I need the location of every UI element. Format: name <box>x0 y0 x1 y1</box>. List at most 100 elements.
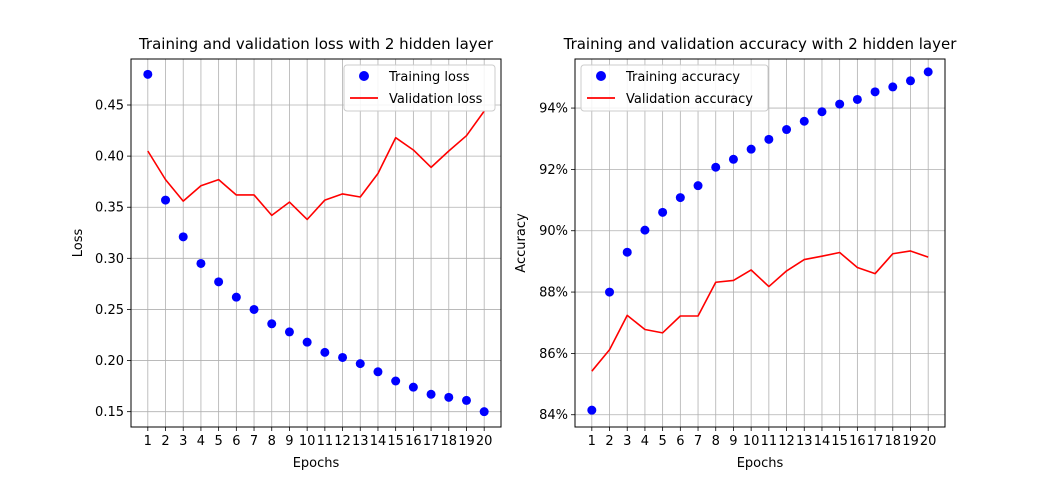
x-tick-label: 4 <box>197 434 205 449</box>
training-accuracy-point <box>817 107 827 117</box>
training-loss-point <box>267 319 277 329</box>
y-tick-label: 88% <box>539 286 568 301</box>
legend-box <box>343 64 496 112</box>
training-accuracy-point <box>905 76 915 86</box>
x-tick-label: 15 <box>387 434 404 449</box>
x-tick-label: 14 <box>370 434 387 449</box>
x-tick-label: 3 <box>623 434 631 449</box>
y-tick-label: 0.15 <box>95 405 124 420</box>
accuracy-chart-frame <box>574 58 946 428</box>
x-tick-label: 2 <box>605 434 613 449</box>
x-tick-label: 11 <box>317 434 334 449</box>
y-tick-label: 86% <box>539 347 568 362</box>
loss-chart-xlabel: Epochs <box>293 456 340 471</box>
x-tick-label: 18 <box>885 434 902 449</box>
training-loss-point <box>426 389 436 399</box>
training-loss-point <box>444 392 454 402</box>
x-tick-label: 5 <box>658 434 666 449</box>
training-accuracy-point <box>728 154 738 164</box>
legend-marker-training-loss <box>359 71 369 81</box>
y-tick-label: 94% <box>539 102 568 117</box>
y-tick-label: 0.40 <box>95 150 124 165</box>
x-tick-label: 13 <box>352 434 369 449</box>
training-loss-point <box>214 277 224 287</box>
x-tick-label: 5 <box>214 434 222 449</box>
loss-chart-title: Training and validation loss with 2 hidd… <box>138 35 494 53</box>
x-tick-label: 1 <box>588 434 596 449</box>
x-tick-label: 20 <box>920 434 937 449</box>
training-loss-point <box>338 352 348 362</box>
x-tick-label: 20 <box>476 434 493 449</box>
legend-marker-training-accuracy <box>596 71 606 81</box>
training-accuracy-point <box>799 116 809 126</box>
x-tick-label: 12 <box>778 434 795 449</box>
training-accuracy-point <box>888 82 898 92</box>
x-tick-label: 10 <box>299 434 316 449</box>
training-loss-point <box>143 69 153 79</box>
x-tick-label: 12 <box>334 434 351 449</box>
loss-chart-frame <box>130 58 502 428</box>
training-accuracy-point <box>658 207 668 217</box>
x-tick-label: 16 <box>849 434 866 449</box>
training-loss-point <box>161 195 171 205</box>
training-accuracy-point <box>746 144 756 154</box>
x-tick-label: 15 <box>831 434 848 449</box>
training-accuracy-point <box>711 162 721 172</box>
accuracy-chart: Training and validation accuracy with 2 … <box>514 35 957 471</box>
x-tick-label: 7 <box>694 434 702 449</box>
training-loss-point <box>196 258 206 268</box>
x-tick-label: 6 <box>232 434 240 449</box>
y-tick-label: 0.45 <box>95 99 124 114</box>
training-accuracy-point <box>852 94 862 104</box>
x-tick-label: 2 <box>161 434 169 449</box>
y-tick-label: 90% <box>539 224 568 239</box>
x-tick-label: 16 <box>405 434 422 449</box>
loss-chart-legend: Training loss Validation loss <box>343 64 496 112</box>
training-accuracy-point <box>923 67 933 77</box>
training-accuracy-point <box>675 193 685 203</box>
y-tick-label: 0.25 <box>95 303 124 318</box>
x-tick-label: 10 <box>743 434 760 449</box>
legend-label-training-loss: Training loss <box>388 70 470 85</box>
training-loss-point <box>408 382 418 392</box>
training-loss-point <box>461 395 471 405</box>
training-accuracy-point <box>870 87 880 97</box>
x-tick-label: 3 <box>179 434 187 449</box>
x-tick-label: 14 <box>814 434 831 449</box>
accuracy-chart-title: Training and validation accuracy with 2 … <box>563 35 958 53</box>
training-loss-point <box>231 292 241 302</box>
loss-chart: Training and validation loss with 2 hidd… <box>71 35 502 471</box>
x-tick-label: 9 <box>285 434 293 449</box>
validation-accuracy-line <box>591 250 929 372</box>
legend-label-validation-accuracy: Validation accuracy <box>626 92 753 107</box>
loss-chart-ticks: 1 2 3 4 5 6 7 8 9 10 11 12 13 14 15 16 17 18 19 200.150.200… <box>95 99 492 450</box>
accuracy-chart-ticks: 1 2 3 4 5 6 7 8 9 10 11 12 13 14 15 16 17 18 19 2084%86%88%… <box>539 102 936 449</box>
training-accuracy-point <box>764 134 774 144</box>
legend-label-validation-loss: Validation loss <box>389 92 483 107</box>
x-tick-label: 7 <box>250 434 258 449</box>
accuracy-chart-xlabel: Epochs <box>737 456 784 471</box>
x-tick-label: 6 <box>676 434 684 449</box>
accuracy-chart-ylabel: Accuracy <box>514 213 529 273</box>
loss-chart-marks <box>143 69 489 417</box>
x-tick-label: 19 <box>458 434 475 449</box>
x-tick-label: 9 <box>729 434 737 449</box>
accuracy-chart-grid <box>575 59 945 427</box>
legend-box <box>580 64 769 112</box>
training-accuracy-point <box>605 287 615 297</box>
legend-label-training-accuracy: Training accuracy <box>625 70 740 85</box>
training-loss-point <box>284 327 294 337</box>
training-accuracy-point <box>587 405 597 415</box>
training-accuracy-point <box>622 247 632 257</box>
validation-loss-line <box>147 110 485 221</box>
y-tick-label: 92% <box>539 163 568 178</box>
x-tick-label: 17 <box>423 434 440 449</box>
x-tick-label: 1 <box>144 434 152 449</box>
x-tick-label: 11 <box>761 434 778 449</box>
y-tick-label: 0.20 <box>95 354 124 369</box>
x-tick-label: 19 <box>902 434 919 449</box>
x-tick-label: 4 <box>641 434 649 449</box>
x-tick-label: 8 <box>268 434 276 449</box>
training-accuracy-point <box>640 225 650 235</box>
